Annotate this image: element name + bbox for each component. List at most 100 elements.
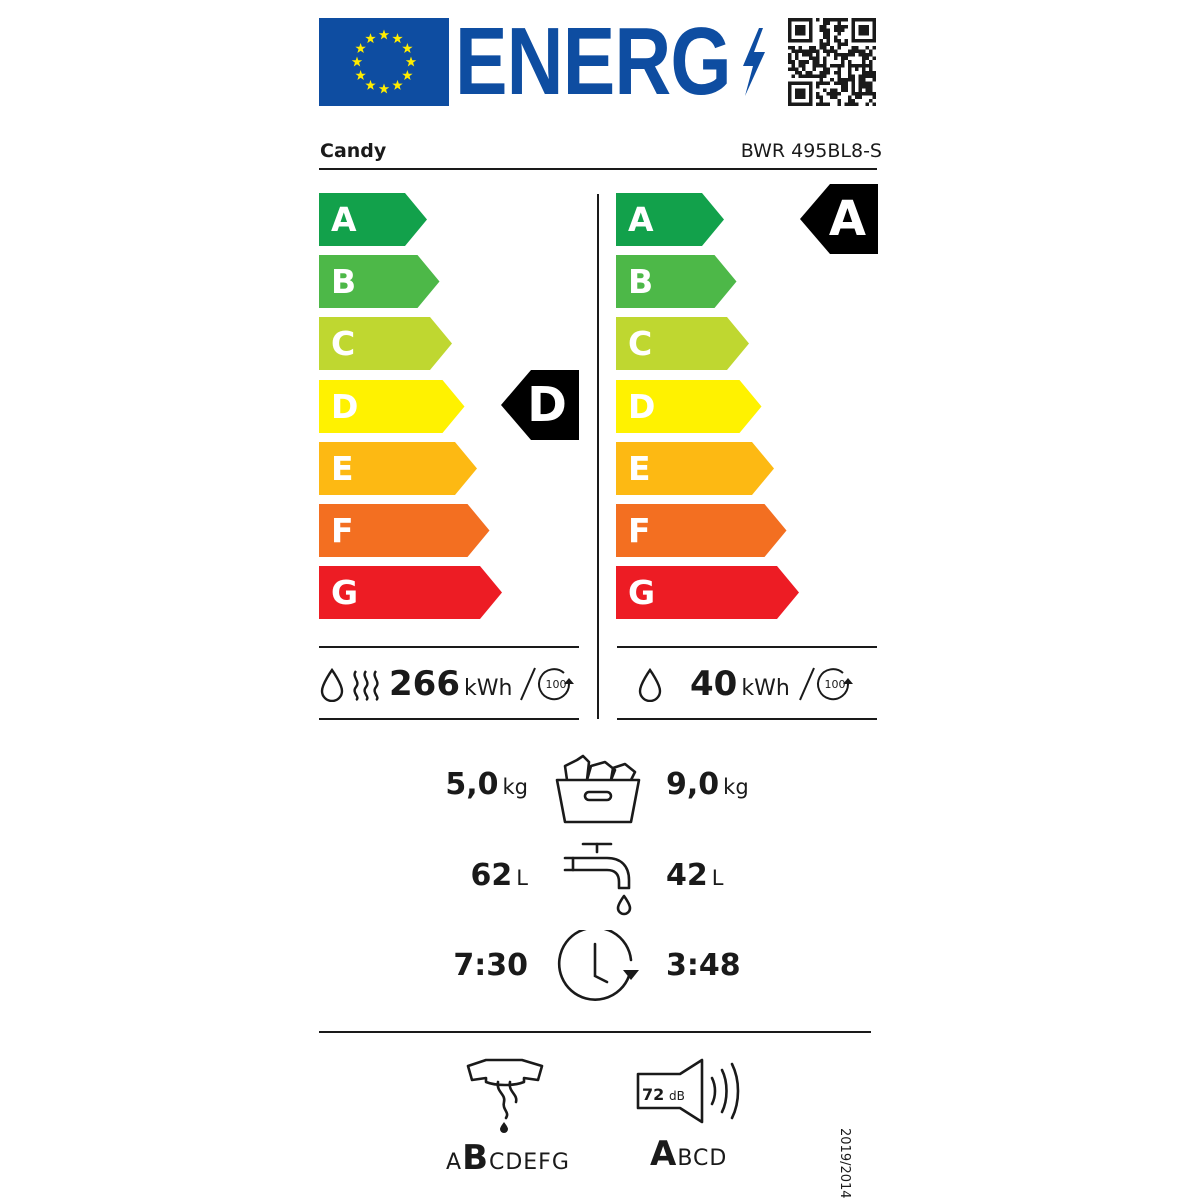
left-per-100-cycles-icon: 100 xyxy=(519,664,579,708)
eu-star-icon xyxy=(365,33,376,44)
qr-code-icon[interactable] xyxy=(788,18,876,106)
brand-name: Candy xyxy=(320,140,387,162)
noise-db-unit: dB xyxy=(669,1089,685,1103)
eu-star-icon xyxy=(405,56,417,67)
right-water-value: 42 xyxy=(666,858,708,893)
spin-class-pre: A xyxy=(446,1150,463,1175)
right-consumption-bottom-rule xyxy=(617,718,877,720)
left-scale-arrow-b: B xyxy=(319,255,440,309)
left-rating-badge: D xyxy=(501,370,579,440)
left-scale-arrow-a: A xyxy=(319,193,427,246)
regulation-reference: 2019/2014 xyxy=(837,1128,852,1199)
left-water-unit: L xyxy=(516,866,528,890)
left-energy-consumption: 266 kWh xyxy=(389,664,512,704)
eu-star-icon xyxy=(351,56,363,67)
model-identifier: BWR 495BL8-S xyxy=(740,140,882,162)
eu-star-icon xyxy=(378,83,390,94)
right-capacity-unit: kg xyxy=(723,775,749,799)
right-energy-consumption: 40 kWh xyxy=(690,664,790,704)
right-scale-letter: G xyxy=(628,573,656,613)
clock-icon xyxy=(557,926,643,1010)
right-energy-unit: kWh xyxy=(741,676,790,701)
right-capacity-value: 9,0 xyxy=(666,767,720,802)
spin-drying-icon xyxy=(466,1056,544,1138)
left-water: 62 L xyxy=(471,858,528,893)
eu-star-icon xyxy=(355,70,366,80)
left-capacity-value: 5,0 xyxy=(445,767,499,802)
right-scale-arrow-f: F xyxy=(616,504,787,557)
left-scale-arrow-g: G xyxy=(319,566,502,620)
left-energy-unit: kWh xyxy=(463,676,513,701)
left-scale-letter: A xyxy=(331,200,357,239)
laundry-basket-icon xyxy=(553,752,643,830)
right-rating-letter: A xyxy=(828,191,866,247)
right-capacity: 9,0 kg xyxy=(666,767,749,802)
spin-class-post: CDEFG xyxy=(488,1150,570,1175)
right-rating-badge: A xyxy=(800,184,878,254)
right-consumption-top-rule xyxy=(617,646,877,648)
noise-class-post: BCD xyxy=(677,1146,728,1171)
left-scale-letter: G xyxy=(331,573,359,613)
heat-waves-icon xyxy=(350,668,382,706)
right-scale-arrow-a: A xyxy=(616,193,724,246)
left-scale-arrow-c: C xyxy=(319,317,452,371)
left-water-value: 62 xyxy=(470,858,513,893)
right-cycles-label: 100 xyxy=(825,678,846,691)
left-scale-letter: D xyxy=(331,386,359,426)
water-drop-icon xyxy=(319,667,345,706)
noise-db-value: 72 xyxy=(642,1085,664,1104)
eu-star-icon xyxy=(402,43,413,53)
left-consumption-top-rule xyxy=(319,646,579,648)
right-scale-arrow-d: D xyxy=(616,379,762,433)
right-scale-arrow-e: E xyxy=(616,441,774,495)
left-scale-arrow-f: F xyxy=(319,504,490,557)
right-scale-arrow-g: G xyxy=(616,566,799,620)
spin-class-selected: B xyxy=(462,1138,489,1178)
eu-star-icon xyxy=(402,70,413,80)
eu-star-icon xyxy=(378,29,390,40)
left-scale-letter: E xyxy=(331,448,354,488)
left-consumption-bottom-rule xyxy=(319,718,579,720)
water-tap-icon xyxy=(561,838,637,920)
left-duration: 7:30 xyxy=(453,948,528,983)
right-duration-value: 3:48 xyxy=(666,948,741,983)
bottom-divider xyxy=(319,1031,871,1033)
lightning-bolt-icon xyxy=(739,28,767,96)
left-capacity-unit: kg xyxy=(502,775,529,799)
spin-drying-class-scale: ABCDEFG xyxy=(446,1138,570,1178)
right-scale-letter: E xyxy=(628,448,651,488)
right-water-unit: L xyxy=(711,866,724,890)
energy-logo-word: ENERG xyxy=(455,8,732,115)
right-water: 42 L xyxy=(666,858,723,893)
right-scale-arrow-b: B xyxy=(616,255,737,309)
eu-star-icon xyxy=(355,43,366,53)
left-cycles-label: 100 xyxy=(546,678,567,691)
right-scale-arrow-c: C xyxy=(616,317,749,371)
left-energy-value: 266 xyxy=(389,664,460,704)
eu-flag-icon xyxy=(319,18,449,106)
speaker-noise-icon: 72 dB xyxy=(636,1056,748,1130)
eu-star-icon xyxy=(365,79,376,90)
right-per-100-cycles-icon: 100 xyxy=(798,664,858,708)
noise-class-scale: ABCD xyxy=(650,1134,727,1174)
left-capacity: 5,0 kg xyxy=(445,767,528,802)
right-scale-letter: D xyxy=(628,386,656,426)
left-rating-letter: D xyxy=(527,377,567,433)
eu-star-icon xyxy=(392,33,403,44)
water-drop-icon xyxy=(637,667,663,706)
left-scale-arrow-e: E xyxy=(319,441,477,495)
right-duration: 3:48 xyxy=(666,948,741,983)
eu-star-icon xyxy=(392,79,403,90)
header-divider xyxy=(319,168,877,170)
right-scale-letter: B xyxy=(628,262,654,302)
left-scale-letter: B xyxy=(331,262,357,302)
right-scale-letter: A xyxy=(628,200,654,239)
panel-divider xyxy=(597,194,599,719)
right-scale-letter: F xyxy=(628,511,651,550)
left-scale-arrow-d: D xyxy=(319,379,465,433)
left-duration-value: 7:30 xyxy=(453,948,528,983)
noise-class-selected: A xyxy=(650,1134,678,1174)
left-scale-letter: C xyxy=(331,324,356,364)
left-scale-letter: F xyxy=(331,511,354,550)
right-energy-value: 40 xyxy=(690,664,738,704)
